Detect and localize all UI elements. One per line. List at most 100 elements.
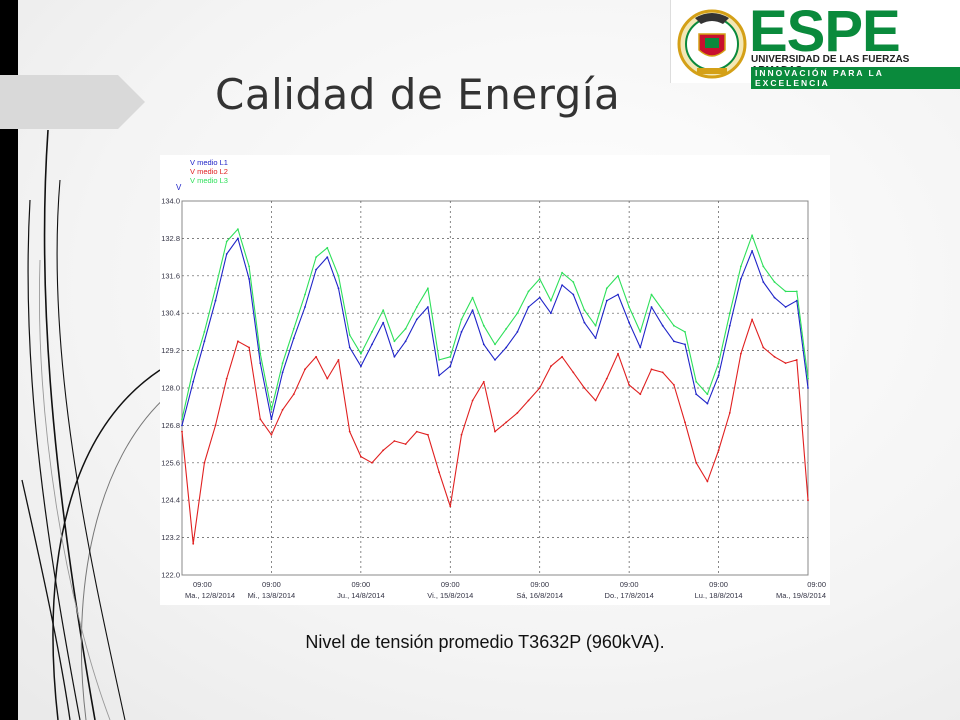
- data-point-1: [259, 362, 262, 364]
- data-point-1: [393, 355, 396, 358]
- data-point-2: [538, 387, 541, 389]
- data-point-3: [181, 418, 183, 421]
- data-point-3: [784, 290, 787, 293]
- data-point-2: [259, 418, 262, 421]
- data-point-1: [225, 253, 228, 255]
- data-point-3: [371, 331, 373, 333]
- data-point-3: [326, 246, 329, 249]
- x-tick-date: Ma., 12/8/2014: [185, 591, 235, 600]
- data-point-1: [516, 331, 519, 333]
- logo-motto: INNOVACIÓN PARA LA EXCELENCIA: [751, 67, 960, 89]
- data-point-1: [605, 299, 608, 302]
- data-point-2: [717, 449, 720, 452]
- data-point-2: [550, 365, 552, 368]
- data-point-2: [516, 412, 519, 414]
- data-point-1: [371, 343, 373, 346]
- data-point-3: [550, 299, 552, 302]
- data-point-1: [494, 359, 496, 361]
- data-point-2: [281, 408, 284, 411]
- data-point-1: [706, 402, 709, 405]
- data-point-2: [337, 359, 340, 361]
- x-tick-date: Ju., 14/8/2014: [337, 591, 385, 600]
- logo-brand: ESPE: [749, 0, 901, 64]
- data-point-3: [237, 228, 239, 230]
- data-point-2: [237, 340, 239, 343]
- data-point-1: [751, 250, 753, 252]
- data-point-2: [628, 384, 630, 386]
- data-point-3: [248, 265, 250, 268]
- data-point-2: [248, 346, 250, 349]
- data-point-1: [181, 424, 183, 427]
- data-point-1: [728, 324, 731, 327]
- data-point-3: [605, 287, 608, 290]
- x-tick-date: Sá, 16/8/2014: [516, 591, 563, 600]
- data-point-3: [561, 271, 563, 274]
- data-point-3: [807, 377, 809, 380]
- data-point-2: [673, 384, 675, 386]
- data-point-1: [214, 299, 217, 302]
- data-point-1: [617, 293, 619, 296]
- data-point-2: [617, 352, 619, 355]
- data-point-1: [304, 306, 306, 308]
- decorative-curves: [21, 129, 169, 720]
- data-point-2: [684, 421, 686, 424]
- data-point-3: [717, 362, 720, 364]
- y-tick-label: 123.2: [161, 533, 180, 542]
- data-point-2: [304, 368, 306, 371]
- x-tick-time: 09:00: [709, 580, 728, 589]
- data-point-3: [360, 352, 362, 355]
- data-point-3: [527, 290, 530, 293]
- y-tick-label: 134.0: [161, 197, 180, 206]
- data-point-3: [460, 318, 463, 321]
- espe-logo: ESPE UNIVERSIDAD DE LAS FUERZAS ARMADAS …: [670, 0, 960, 89]
- data-point-3: [795, 290, 798, 293]
- voltage-chart-svg: 134.0 132.8 131.6 130.4 129.2 128.0 126.8 125.6…: [161, 158, 826, 600]
- data-point-2: [360, 455, 362, 458]
- data-point-3: [438, 359, 440, 361]
- data-point-2: [427, 433, 429, 436]
- legend-entry-1: V medio L1: [190, 158, 228, 167]
- x-tick-time: 09:00: [807, 580, 826, 589]
- data-point-1: [281, 371, 284, 374]
- data-point-2: [561, 355, 563, 358]
- y-tick-label: 128.0: [161, 384, 180, 393]
- data-point-2: [214, 424, 217, 427]
- data-point-2: [315, 355, 317, 358]
- voltage-chart: 134.0 132.8 131.6 130.4 129.2 128.0 126.8 125.6…: [160, 155, 830, 605]
- data-point-1: [505, 346, 508, 349]
- data-point-3: [259, 352, 262, 355]
- data-point-1: [348, 346, 351, 349]
- data-point-2: [225, 377, 228, 380]
- data-point-1: [762, 281, 765, 283]
- x-tick-date: Ma., 19/8/2014: [776, 591, 826, 600]
- data-point-3: [505, 327, 508, 330]
- data-point-2: [348, 430, 351, 433]
- data-point-3: [728, 312, 731, 315]
- data-point-1: [248, 278, 250, 280]
- data-point-1: [773, 296, 776, 299]
- x-tick-date: Mi., 13/8/2014: [248, 591, 296, 600]
- data-point-2: [382, 449, 385, 452]
- data-point-3: [427, 287, 429, 290]
- data-point-3: [695, 380, 698, 383]
- data-point-2: [751, 318, 753, 321]
- data-point-1: [594, 337, 597, 339]
- data-point-2: [784, 362, 787, 364]
- data-point-3: [449, 355, 452, 358]
- data-point-1: [572, 293, 575, 296]
- data-point-1: [550, 312, 552, 315]
- data-point-1: [482, 343, 485, 346]
- data-point-2: [795, 359, 798, 361]
- data-point-2: [583, 387, 586, 389]
- data-point-2: [762, 346, 765, 349]
- university-seal-icon: [677, 9, 747, 79]
- data-point-3: [773, 281, 776, 283]
- data-point-2: [494, 430, 496, 433]
- data-point-1: [237, 237, 239, 240]
- legend-entry-3: V medio L3: [190, 176, 228, 185]
- data-point-1: [650, 306, 653, 308]
- data-point-3: [292, 327, 295, 330]
- y-tick-label: 125.6: [161, 458, 180, 467]
- data-point-1: [538, 296, 541, 299]
- data-point-2: [605, 377, 608, 380]
